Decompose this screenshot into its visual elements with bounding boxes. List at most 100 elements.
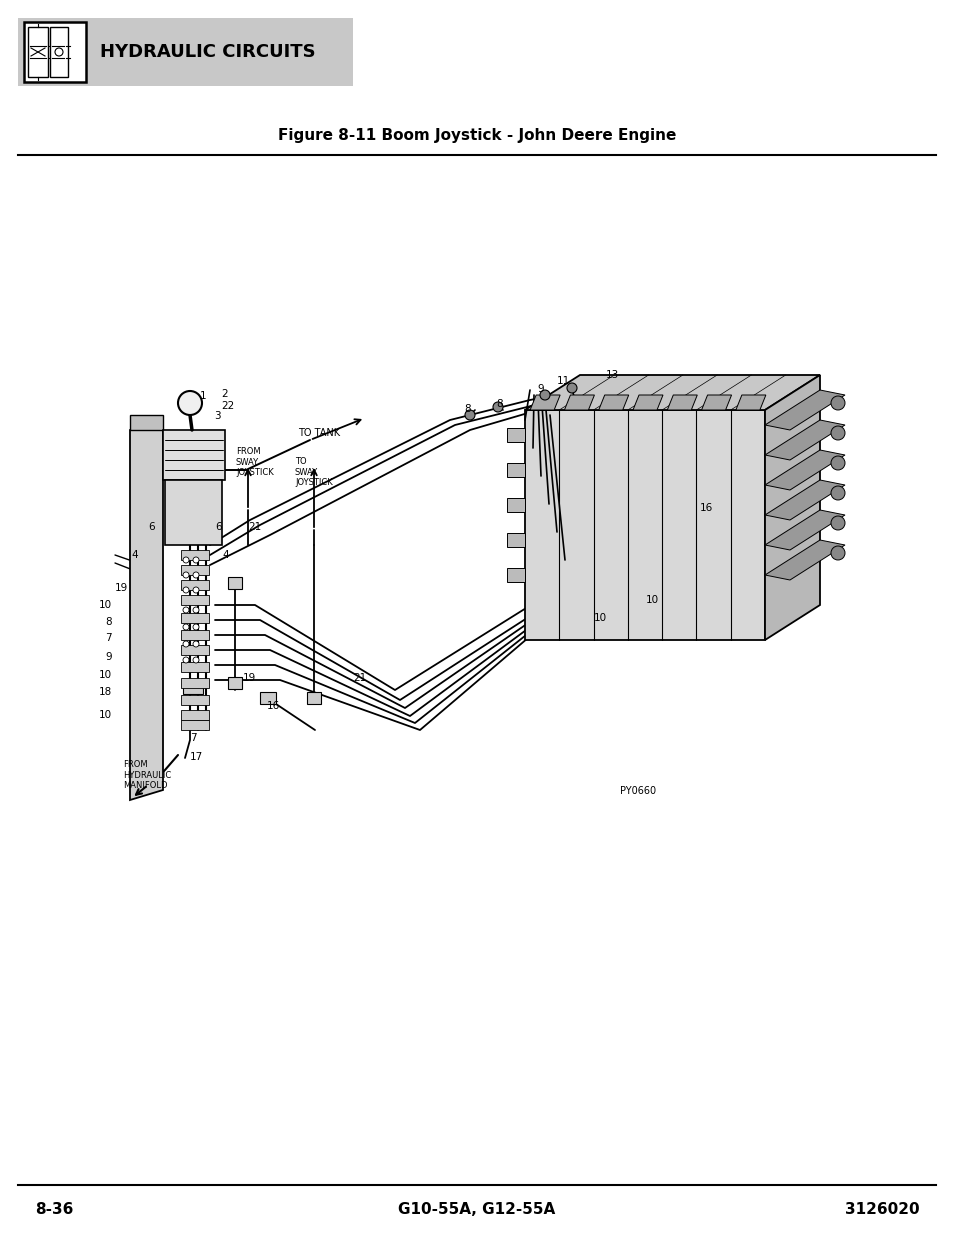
Polygon shape bbox=[735, 395, 765, 410]
Circle shape bbox=[193, 641, 199, 647]
Bar bbox=[181, 595, 209, 605]
Bar bbox=[181, 564, 209, 576]
Text: 7: 7 bbox=[190, 734, 196, 743]
Circle shape bbox=[464, 410, 475, 420]
Bar bbox=[181, 613, 209, 622]
Text: FROM
HYDRAULIC
MANIFOLD: FROM HYDRAULIC MANIFOLD bbox=[123, 760, 172, 790]
Text: 9: 9 bbox=[105, 652, 112, 662]
Text: 19: 19 bbox=[114, 583, 128, 593]
Bar bbox=[50, 27, 68, 77]
Circle shape bbox=[183, 587, 189, 593]
Polygon shape bbox=[764, 540, 844, 580]
Bar bbox=[506, 463, 524, 477]
Text: 8: 8 bbox=[496, 399, 502, 409]
Circle shape bbox=[493, 403, 502, 412]
Bar bbox=[506, 498, 524, 513]
Text: 8: 8 bbox=[105, 618, 112, 627]
Text: FROM
SWAY
JOYSTICK: FROM SWAY JOYSTICK bbox=[235, 447, 274, 477]
Bar bbox=[506, 568, 524, 582]
Circle shape bbox=[193, 657, 199, 663]
Bar bbox=[181, 695, 209, 705]
Polygon shape bbox=[764, 450, 844, 490]
Bar bbox=[260, 692, 275, 704]
Circle shape bbox=[183, 657, 189, 663]
Text: 16: 16 bbox=[267, 701, 280, 711]
Text: HYDRAULIC CIRCUITS: HYDRAULIC CIRCUITS bbox=[100, 43, 315, 61]
Polygon shape bbox=[130, 415, 163, 430]
Circle shape bbox=[183, 641, 189, 647]
Polygon shape bbox=[564, 395, 594, 410]
Text: G10-55A, G12-55A: G10-55A, G12-55A bbox=[398, 1203, 555, 1218]
Text: PY0660: PY0660 bbox=[619, 785, 656, 797]
Polygon shape bbox=[633, 395, 662, 410]
Text: 21: 21 bbox=[248, 522, 261, 532]
Circle shape bbox=[830, 396, 844, 410]
Polygon shape bbox=[165, 480, 222, 545]
Circle shape bbox=[183, 557, 189, 563]
Text: 6: 6 bbox=[149, 522, 154, 532]
Text: 2: 2 bbox=[221, 389, 228, 399]
Bar bbox=[181, 678, 209, 688]
Bar bbox=[307, 692, 320, 704]
Circle shape bbox=[183, 624, 189, 630]
Text: 18: 18 bbox=[99, 687, 112, 697]
Text: 3126020: 3126020 bbox=[844, 1203, 919, 1218]
Circle shape bbox=[830, 456, 844, 471]
Bar bbox=[183, 682, 203, 694]
Polygon shape bbox=[764, 510, 844, 550]
Bar bbox=[181, 720, 209, 730]
Polygon shape bbox=[764, 420, 844, 459]
Text: TO TANK: TO TANK bbox=[297, 429, 340, 438]
Text: Figure 8-11 Boom Joystick - John Deere Engine: Figure 8-11 Boom Joystick - John Deere E… bbox=[277, 127, 676, 142]
Circle shape bbox=[830, 546, 844, 559]
Text: 21: 21 bbox=[353, 673, 366, 683]
Text: 10: 10 bbox=[99, 671, 112, 680]
Text: 7: 7 bbox=[105, 634, 112, 643]
Circle shape bbox=[830, 426, 844, 440]
Polygon shape bbox=[524, 375, 820, 410]
Bar bbox=[28, 27, 48, 77]
Circle shape bbox=[193, 606, 199, 613]
Bar bbox=[181, 630, 209, 640]
Circle shape bbox=[193, 557, 199, 563]
Text: 6: 6 bbox=[214, 522, 221, 532]
Circle shape bbox=[193, 624, 199, 630]
Text: 1: 1 bbox=[199, 391, 206, 401]
Polygon shape bbox=[666, 395, 697, 410]
Circle shape bbox=[178, 391, 202, 415]
Polygon shape bbox=[524, 410, 764, 640]
Bar bbox=[228, 677, 242, 689]
Circle shape bbox=[830, 516, 844, 530]
Text: 10: 10 bbox=[99, 600, 112, 610]
Text: 9: 9 bbox=[537, 384, 543, 394]
Text: 4: 4 bbox=[132, 550, 138, 559]
Circle shape bbox=[566, 383, 577, 393]
Polygon shape bbox=[598, 395, 628, 410]
Bar bbox=[181, 550, 209, 559]
Polygon shape bbox=[764, 375, 820, 640]
Polygon shape bbox=[163, 430, 225, 480]
Circle shape bbox=[193, 572, 199, 578]
Text: 10: 10 bbox=[99, 710, 112, 720]
Text: 13: 13 bbox=[605, 370, 618, 380]
Bar bbox=[181, 645, 209, 655]
Bar bbox=[24, 22, 86, 82]
Bar bbox=[506, 429, 524, 442]
Polygon shape bbox=[764, 480, 844, 520]
Bar bbox=[18, 19, 353, 86]
Text: 3: 3 bbox=[213, 411, 220, 421]
Circle shape bbox=[539, 390, 550, 400]
Text: 8-36: 8-36 bbox=[35, 1203, 73, 1218]
Polygon shape bbox=[700, 395, 731, 410]
Polygon shape bbox=[130, 420, 163, 800]
Text: 16: 16 bbox=[700, 503, 713, 513]
Text: 10: 10 bbox=[594, 613, 606, 622]
Text: 19: 19 bbox=[243, 673, 256, 683]
Bar bbox=[506, 534, 524, 547]
Text: 11: 11 bbox=[557, 375, 570, 387]
Circle shape bbox=[183, 606, 189, 613]
Text: TO
SWAY
JOYSTICK: TO SWAY JOYSTICK bbox=[294, 457, 333, 487]
Bar bbox=[228, 577, 242, 589]
Bar bbox=[181, 710, 209, 720]
Text: 4: 4 bbox=[222, 550, 229, 559]
